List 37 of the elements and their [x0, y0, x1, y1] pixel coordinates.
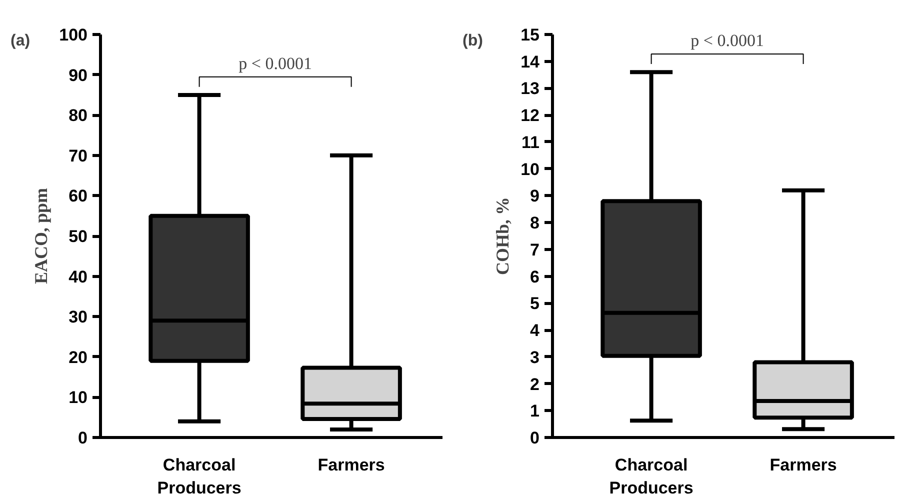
- y-tick-label: 2: [530, 374, 540, 394]
- annotation: p < 0.0001: [690, 30, 764, 50]
- y-tick-label: 11: [522, 132, 540, 152]
- y-tick-label: 1: [530, 402, 540, 421]
- y-tick-label: 8: [530, 214, 540, 233]
- y-tick-label: 70: [68, 146, 88, 166]
- y-tick-label: 50: [68, 227, 88, 246]
- y-tick-label: 100: [59, 26, 88, 44]
- x-tick-label: Charcoal Producers: [157, 456, 242, 498]
- y-tick-label: 14: [520, 52, 540, 72]
- y-tick-label: 10: [68, 388, 88, 408]
- y-axis-title: COHb, %: [492, 196, 513, 276]
- x-tick-label: Farmers: [770, 456, 837, 474]
- annotation: p < 0.0001: [238, 54, 312, 73]
- y-tick-label: 3: [530, 348, 540, 367]
- y-tick-label: 60: [68, 186, 88, 206]
- chart-title: (a): [10, 32, 30, 50]
- y-tick-label: 20: [68, 348, 88, 367]
- x-tick-label: Farmers: [318, 456, 385, 474]
- y-tick-label: 0: [530, 428, 540, 448]
- y-tick-label: 5: [530, 294, 540, 314]
- y-tick-label: 4: [530, 321, 540, 340]
- y-tick-label: 80: [68, 106, 88, 126]
- y-tick-label: 13: [520, 79, 540, 98]
- y-tick-label: 15: [520, 26, 540, 44]
- y-tick-label: 0: [78, 428, 88, 448]
- y-tick-label: 12: [520, 106, 540, 126]
- y-tick-label: 40: [68, 267, 88, 286]
- chart-title: (b): [462, 32, 483, 50]
- y-tick-label: 6: [530, 267, 540, 286]
- y-tick-label: 9: [530, 186, 540, 206]
- x-tick-label: Charcoal Producers: [609, 456, 694, 498]
- y-tick-label: 90: [68, 66, 88, 85]
- y-tick-label: 30: [68, 308, 88, 327]
- y-tick-label: 10: [520, 160, 540, 179]
- y-tick-label: 7: [530, 240, 540, 260]
- y-axis-title: EACO, ppm: [31, 188, 52, 284]
